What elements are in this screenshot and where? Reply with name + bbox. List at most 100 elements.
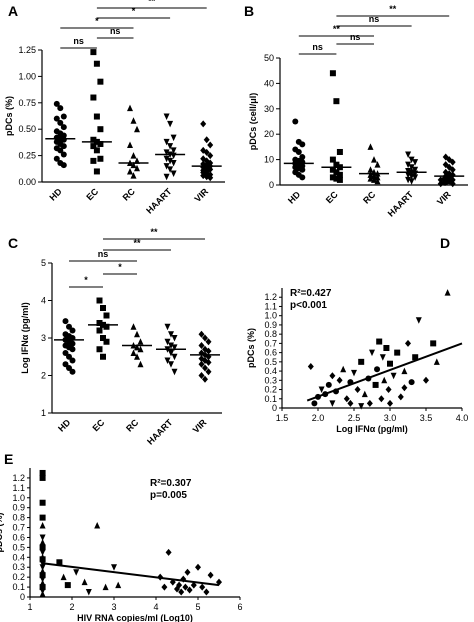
data-point	[202, 364, 208, 372]
data-point	[412, 354, 419, 361]
data-point	[367, 171, 374, 178]
data-point	[397, 393, 404, 401]
significance-label: ns	[369, 14, 380, 24]
data-point	[371, 172, 377, 180]
data-point	[383, 345, 390, 351]
y-tick-label: 0.1	[12, 582, 25, 592]
data-point	[325, 381, 332, 388]
data-point	[57, 119, 64, 126]
p-value-label: p<0.001	[290, 300, 327, 311]
data-point	[199, 583, 206, 591]
data-point	[60, 573, 67, 581]
y-tick-label: 1.0	[12, 493, 25, 503]
data-point	[39, 514, 46, 521]
y-tick-label: 1.2	[264, 292, 277, 302]
data-point	[394, 349, 401, 356]
data-point	[134, 164, 140, 172]
category-label: RC	[361, 189, 378, 206]
data-point	[64, 582, 71, 589]
y-tick-label: 0	[272, 403, 277, 413]
data-point	[167, 166, 174, 173]
y-tick-label: 0.6	[264, 348, 277, 358]
data-point	[164, 338, 171, 346]
data-point	[134, 330, 140, 338]
data-point	[100, 353, 106, 360]
data-point	[130, 117, 137, 124]
data-point	[178, 588, 185, 596]
panel-letter-a: A	[8, 3, 18, 19]
data-point	[371, 176, 377, 183]
y-tick-label: 0.4	[264, 366, 277, 376]
data-point	[130, 161, 137, 169]
data-point	[372, 381, 379, 388]
significance-label: ns	[98, 249, 109, 259]
data-point	[90, 157, 97, 164]
y-axis-label: pDCs (cell/μl)	[248, 93, 258, 151]
data-point	[415, 317, 422, 324]
data-point	[103, 338, 110, 345]
data-point	[94, 522, 101, 529]
significance-label: *	[84, 275, 88, 285]
x-tick-label: 4	[153, 602, 158, 612]
y-tick-label: 0.50	[18, 124, 36, 134]
panel-letter-e: E	[4, 451, 13, 467]
y-tick-label: 40	[264, 78, 274, 88]
data-point	[137, 338, 144, 345]
data-point	[134, 353, 140, 360]
category-label: RC	[121, 186, 138, 203]
category-label: EC	[324, 189, 340, 205]
data-point	[390, 372, 397, 380]
panel-d: D 00.10.20.30.40.50.60.70.80.91.01.11.2 1.…	[246, 235, 468, 434]
y-tick-label: 1.25	[18, 45, 36, 55]
y-tick-label: 0.1	[264, 394, 277, 404]
data-point	[130, 172, 137, 179]
data-point	[167, 143, 174, 150]
data-point	[444, 289, 451, 296]
data-point	[333, 161, 340, 168]
data-point	[62, 318, 69, 325]
data-point	[163, 155, 170, 163]
x-tick-label: 6	[237, 602, 242, 612]
data-point	[376, 338, 383, 345]
data-point	[39, 549, 46, 556]
y-axis-label: pDCs (%)	[246, 328, 256, 368]
data-point	[170, 134, 177, 142]
data-point	[412, 174, 419, 181]
x-tick-label: 5	[195, 602, 200, 612]
data-point	[387, 399, 393, 407]
significance-label: ns	[73, 36, 84, 46]
data-point	[53, 155, 60, 162]
r-squared-label: R²=0.427	[290, 288, 332, 299]
data-point	[295, 148, 302, 155]
data-point	[168, 350, 174, 357]
data-point	[449, 180, 456, 188]
x-tick-label: 2	[69, 602, 74, 612]
panel-b: B 0 10 20 30 40 50 pDCs (cell/μl) HD EC RC HAART VIR…	[244, 3, 468, 219]
data-point	[190, 581, 197, 589]
data-point	[195, 563, 201, 571]
x-tick-label: 4.0	[456, 413, 469, 423]
data-point	[299, 154, 306, 161]
y-tick-label: 0	[20, 592, 25, 602]
data-point	[111, 564, 117, 571]
data-point	[366, 399, 373, 407]
data-point	[292, 118, 299, 125]
data-point	[97, 155, 104, 162]
y-tick-label: 0.7	[12, 523, 25, 533]
data-point	[311, 400, 318, 407]
data-point	[66, 365, 72, 371]
x-tick-label: 2.0	[312, 413, 325, 423]
data-point	[39, 522, 46, 529]
data-point	[205, 358, 212, 366]
data-point	[134, 125, 140, 133]
data-point	[347, 399, 354, 407]
data-point	[358, 358, 365, 365]
data-point	[39, 556, 46, 563]
data-point	[57, 147, 64, 154]
panel-letter-b: B	[244, 3, 254, 19]
significance-label: *	[118, 262, 122, 272]
data-point	[56, 559, 63, 566]
data-point	[127, 104, 133, 112]
data-point	[96, 320, 103, 326]
category-label: VIR	[192, 186, 210, 204]
